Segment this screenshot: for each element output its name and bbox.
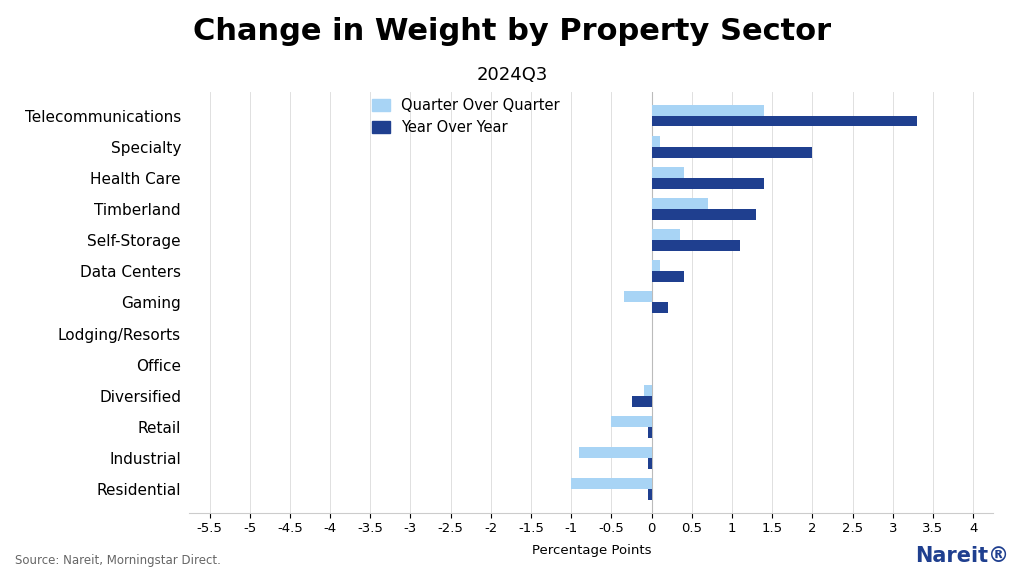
Bar: [580, 447, 651, 458]
Bar: [611, 416, 651, 427]
Bar: [651, 147, 812, 158]
Bar: [647, 489, 651, 500]
Bar: [651, 198, 708, 209]
Bar: [651, 240, 740, 251]
Text: 2024Q3: 2024Q3: [476, 66, 548, 84]
Bar: [644, 385, 651, 396]
Bar: [651, 167, 684, 178]
Text: Nareit®: Nareit®: [914, 545, 1009, 566]
Bar: [632, 396, 651, 407]
Bar: [651, 178, 764, 189]
Bar: [571, 479, 651, 489]
X-axis label: Percentage Points: Percentage Points: [531, 544, 651, 556]
Bar: [651, 229, 680, 240]
Text: Change in Weight by Property Sector: Change in Weight by Property Sector: [193, 17, 831, 46]
Bar: [647, 458, 651, 469]
Bar: [651, 260, 659, 271]
Bar: [651, 116, 916, 126]
Bar: [651, 302, 668, 313]
Bar: [624, 291, 651, 302]
Text: Source: Nareit, Morningstar Direct.: Source: Nareit, Morningstar Direct.: [15, 554, 221, 567]
Bar: [651, 105, 764, 116]
Legend: Quarter Over Quarter, Year Over Year: Quarter Over Quarter, Year Over Year: [367, 92, 565, 141]
Bar: [651, 209, 756, 220]
Bar: [651, 271, 684, 282]
Bar: [651, 136, 659, 147]
Bar: [647, 427, 651, 438]
